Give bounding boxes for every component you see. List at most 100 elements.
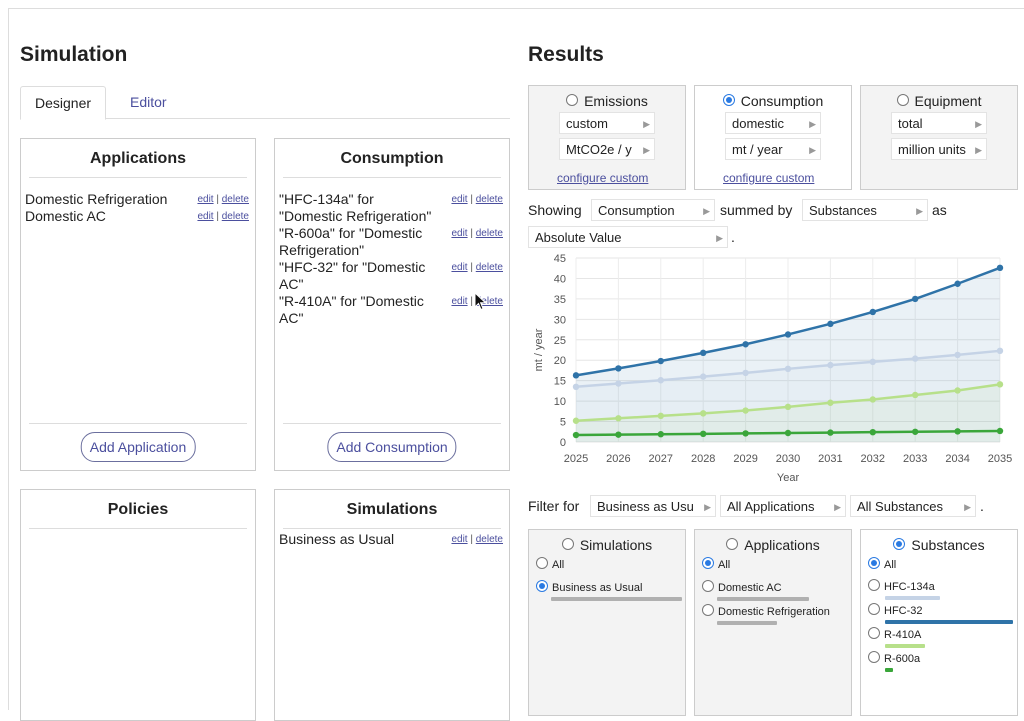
- substances-filter-radio[interactable]: [893, 538, 906, 551]
- consumption-units-select[interactable]: mt / year ▶: [725, 138, 821, 160]
- edit-link[interactable]: edit: [451, 194, 468, 205]
- equipment-scope-select[interactable]: total ▶: [891, 112, 987, 134]
- option-radio[interactable]: [868, 579, 880, 592]
- option-radio[interactable]: [868, 557, 880, 570]
- delete-link[interactable]: delete: [475, 296, 503, 307]
- data-point: [954, 387, 961, 394]
- filter-option-all[interactable]: All: [536, 557, 564, 571]
- y-tick-label: 45: [554, 253, 566, 265]
- delete-link[interactable]: delete: [475, 228, 503, 239]
- applications-list: Domestic Refrigeration edit | delete Dom…: [25, 191, 251, 225]
- consumption-radio-option[interactable]: Consumption: [695, 92, 851, 110]
- edit-link[interactable]: edit: [451, 534, 468, 545]
- y-tick-label: 40: [554, 273, 566, 285]
- delete-link[interactable]: delete: [475, 262, 503, 273]
- data-point: [657, 377, 664, 384]
- data-point: [869, 396, 876, 403]
- emissions-radio[interactable]: [566, 94, 579, 107]
- data-point: [572, 372, 580, 379]
- data-point: [657, 357, 664, 365]
- equipment-units-select[interactable]: million units ▶: [891, 138, 987, 160]
- chevron-down-icon: ▶: [643, 119, 650, 129]
- applications-filter-radio[interactable]: [726, 538, 739, 551]
- consumption-title: Consumption: [283, 139, 501, 178]
- data-point: [827, 320, 834, 328]
- add-consumption-button[interactable]: Add Consumption: [327, 432, 457, 462]
- simulations-filter-head[interactable]: Simulations: [529, 536, 685, 554]
- substance-share-bar: [885, 644, 925, 648]
- summed-by-select[interactable]: Substances ▶: [802, 199, 928, 221]
- configure-custom-link[interactable]: configure custom: [557, 171, 649, 185]
- edit-link[interactable]: edit: [451, 296, 468, 307]
- filter-option-hfc-134a[interactable]: HFC-134a: [868, 579, 935, 593]
- as-select[interactable]: Absolute Value ▶: [528, 226, 728, 248]
- consumption-name: "HFC-32" for "Domestic AC": [279, 259, 426, 292]
- data-point: [700, 430, 707, 438]
- option-radio[interactable]: [702, 580, 714, 593]
- data-point: [954, 351, 961, 359]
- filter-option-all[interactable]: All: [702, 557, 730, 571]
- filter-option-domestic-ac[interactable]: Domestic AC: [702, 580, 782, 594]
- app-frame: [8, 8, 1024, 710]
- equipment-radio-option[interactable]: Equipment: [861, 92, 1017, 110]
- applications-filter-box: Applications All Domestic AC Domestic Re…: [694, 529, 852, 716]
- equipment-radio[interactable]: [896, 94, 909, 107]
- tab-editor[interactable]: Editor: [130, 94, 167, 110]
- consumption-scope-select[interactable]: domestic ▶: [725, 112, 821, 134]
- option-radio[interactable]: [536, 557, 548, 570]
- edit-link[interactable]: edit: [451, 228, 468, 239]
- consumption-panel: Consumption "HFC-134a" for "Domestic Ref…: [274, 138, 510, 471]
- data-point: [912, 428, 919, 435]
- consumption-radio[interactable]: [722, 94, 735, 107]
- emissions-radio-option[interactable]: Emissions: [529, 92, 685, 110]
- configure-custom-link[interactable]: configure custom: [723, 171, 815, 185]
- delete-link[interactable]: delete: [221, 194, 249, 205]
- data-point: [869, 308, 876, 316]
- add-application-button[interactable]: Add Application: [80, 432, 196, 462]
- simulations-filter-radio[interactable]: [561, 538, 574, 551]
- delete-link[interactable]: delete: [475, 534, 503, 545]
- substances-filter-head[interactable]: Substances: [861, 536, 1017, 554]
- delete-link[interactable]: delete: [221, 211, 249, 222]
- filter-option-business-as-usual[interactable]: Business as Usual: [536, 580, 643, 594]
- policies-title: Policies: [29, 490, 247, 529]
- emissions-units-select[interactable]: MtCO2e / y ▶: [559, 138, 655, 160]
- showing-select[interactable]: Consumption ▶: [591, 199, 715, 221]
- filter-option-r-410a[interactable]: R-410A: [868, 627, 921, 641]
- option-radio[interactable]: [702, 604, 714, 617]
- option-radio[interactable]: [536, 580, 548, 593]
- substance-filter-select[interactable]: All Substances ▶: [850, 495, 976, 517]
- y-tick-label: 15: [554, 376, 566, 388]
- consumption-name: "R-410A" for "Domestic AC": [279, 293, 424, 326]
- applications-filter-head[interactable]: Applications: [695, 536, 851, 554]
- mouse-cursor-icon: [474, 292, 487, 311]
- option-radio[interactable]: [868, 651, 880, 664]
- consumption-metric-box: Consumption domestic ▶ mt / year ▶ configu…: [694, 85, 852, 190]
- filter-option-r-600a[interactable]: R-600a: [868, 651, 920, 665]
- delete-link[interactable]: delete: [475, 194, 503, 205]
- x-tick-label: 2027: [649, 453, 673, 465]
- data-point: [615, 415, 622, 422]
- y-tick-label: 35: [554, 294, 566, 306]
- edit-link[interactable]: edit: [451, 262, 468, 273]
- edit-link[interactable]: edit: [197, 211, 214, 222]
- data-point: [742, 407, 749, 414]
- x-tick-label: 2029: [733, 453, 757, 465]
- filter-option-all[interactable]: All: [868, 557, 896, 571]
- filter-option-hfc-32[interactable]: HFC-32: [868, 603, 923, 617]
- option-radio[interactable]: [868, 603, 880, 616]
- list-item: Domestic Refrigeration edit | delete: [25, 191, 249, 207]
- option-radio[interactable]: [868, 627, 880, 640]
- simulation-filter-select[interactable]: Business as Usu ▶: [590, 495, 716, 517]
- data-point: [700, 410, 707, 417]
- edit-link[interactable]: edit: [197, 194, 214, 205]
- filter-label: Filter for: [528, 498, 580, 514]
- substance-share-bar: [885, 668, 893, 672]
- emissions-scope-select[interactable]: custom ▶: [559, 112, 655, 134]
- option-radio[interactable]: [702, 557, 714, 570]
- application-share-bar: [717, 597, 809, 601]
- tab-designer[interactable]: Designer: [20, 86, 107, 120]
- filter-option-domestic-refrigeration[interactable]: Domestic Refrigeration: [702, 604, 830, 618]
- application-filter-select[interactable]: All Applications ▶: [720, 495, 846, 517]
